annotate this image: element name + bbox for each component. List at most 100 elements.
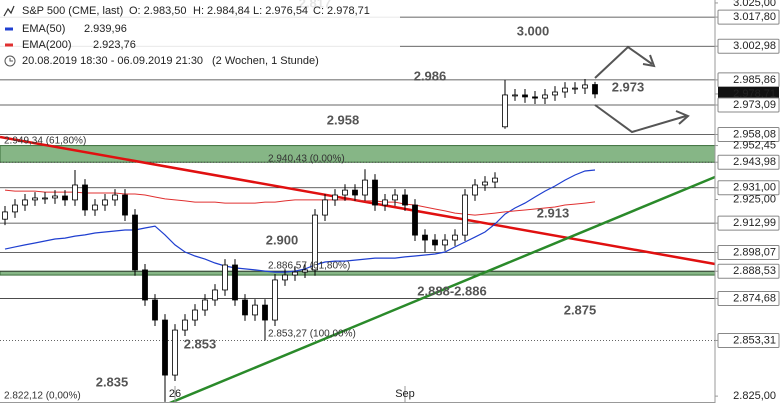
- y-tick-label: 2.978,71: [733, 88, 776, 100]
- candle-body: [292, 271, 298, 276]
- candle-body: [72, 184, 78, 201]
- y-tick-box: [717, 9, 780, 25]
- candle-body: [542, 94, 548, 99]
- y-tick-label: 3.017,80: [733, 11, 776, 23]
- zone: [0, 270, 716, 276]
- y-tick-label: 2.931,00: [733, 182, 776, 194]
- annotation: 2.835: [96, 374, 129, 389]
- candle-body: [552, 91, 558, 96]
- annotation: 2.853: [184, 336, 217, 351]
- fib-label: 2.940,43 (0,00%): [268, 154, 345, 165]
- candle-body: [582, 84, 588, 89]
- y-tick-box: [717, 263, 780, 279]
- scenario-arrows: [594, 45, 690, 134]
- candle-body: [592, 84, 598, 95]
- y-tick-label: 2.912,99: [733, 217, 776, 229]
- y-tick-label: 2.898,07: [733, 246, 776, 258]
- candle-body: [142, 269, 148, 301]
- x-tick-label: Sep: [395, 388, 415, 400]
- candle-body: [462, 194, 468, 236]
- candle-body: [132, 214, 138, 271]
- candle-body: [122, 194, 128, 216]
- y-tick-box: [717, 127, 780, 143]
- y-tick-box: [717, 215, 780, 231]
- candle-body: [352, 189, 358, 196]
- candle-body: [172, 329, 178, 376]
- annotation: 2.888-2.886: [417, 283, 486, 298]
- y-tick-label: 2.973,09: [733, 99, 776, 111]
- candle-body: [22, 199, 28, 206]
- candle-body: [2, 211, 8, 220]
- candle-body: [302, 269, 308, 273]
- ema-line: [4, 189, 596, 216]
- candle-body: [382, 199, 388, 206]
- period: 20.08.2019 18:30 - 06.09.2019 21:30: [22, 55, 203, 67]
- candle-body: [362, 179, 368, 196]
- y-tick-box: [717, 72, 780, 88]
- y-tick-label: 2.925,00: [733, 193, 776, 205]
- candle-body: [522, 94, 528, 98]
- y-tick-box: [717, 154, 780, 170]
- y-tick-label: 2.874,68: [733, 292, 776, 304]
- ohlc-high: H: 2.984,84: [193, 5, 250, 17]
- candle-body: [512, 94, 518, 97]
- annotation: 2.958: [327, 112, 360, 127]
- y-axis: 3.025,00 3.017,80 3.002,98 2.985,86 2.978,71…: [715, 0, 780, 402]
- candle-body: [92, 204, 98, 211]
- candle-body: [422, 234, 428, 241]
- candle-body: [232, 264, 238, 301]
- candle-body: [52, 195, 58, 199]
- candle-body: [102, 199, 108, 206]
- y-tick-box: [717, 290, 780, 306]
- y-tick-label: 3.002,98: [733, 40, 776, 52]
- y-tick-label: 3.025,00: [733, 0, 776, 9]
- legend-label: EMA(200): [22, 39, 72, 51]
- candle-body: [212, 289, 218, 301]
- candle-body: [502, 94, 508, 128]
- candle-body: [472, 184, 478, 196]
- candle-body: [262, 304, 268, 321]
- candle-body: [332, 194, 338, 201]
- candle-body: [322, 199, 328, 216]
- candle-body: [572, 87, 578, 90]
- ohlc-close: C: 2.978,71: [313, 5, 370, 17]
- legend-label: EMA(50): [22, 23, 65, 35]
- candle-body: [222, 264, 228, 291]
- annotation: 2.875: [564, 302, 597, 317]
- legend: EMA(50) 2.939,96 EMA(200) 2.923,76: [5, 23, 136, 51]
- y-tick-box-current: [718, 86, 779, 101]
- fib-label: 2.886,57 (61,80%): [268, 261, 350, 272]
- y-tick-box: [717, 38, 780, 54]
- candle-body: [162, 319, 168, 376]
- x-tick-label: 26: [169, 388, 181, 400]
- title: S&P 500 (CME, last): [22, 5, 123, 17]
- candle-body: [562, 87, 568, 93]
- candle-body: [372, 179, 378, 206]
- candle-body: [152, 299, 158, 321]
- candle-body: [482, 181, 488, 186]
- ema-line: [4, 169, 596, 273]
- candles: [2, 79, 598, 402]
- candle-body: [62, 195, 68, 201]
- y-tick-box: [717, 180, 780, 196]
- annotation: 2.900: [266, 232, 299, 247]
- y-tick-box: [717, 97, 780, 113]
- candle-body: [202, 299, 208, 311]
- candle-body: [82, 184, 88, 211]
- annotation: 2.913: [537, 205, 570, 220]
- legend-value: 2.939,96: [84, 23, 127, 35]
- candle-body: [12, 204, 18, 213]
- annotation: 2.986: [414, 68, 447, 83]
- y-tick-label: 2.985,86: [733, 74, 776, 86]
- candle-body: [32, 197, 38, 201]
- candle-body: [432, 239, 438, 246]
- fib-label: 2.949,34 (61,80%): [4, 136, 86, 147]
- candle-body: [242, 299, 248, 316]
- candle-body: [402, 194, 408, 206]
- candle-body: [452, 234, 458, 241]
- annotation: 3.000: [517, 23, 550, 38]
- y-tick-box: [717, 332, 780, 348]
- y-tick-label: 2.943,98: [733, 156, 776, 168]
